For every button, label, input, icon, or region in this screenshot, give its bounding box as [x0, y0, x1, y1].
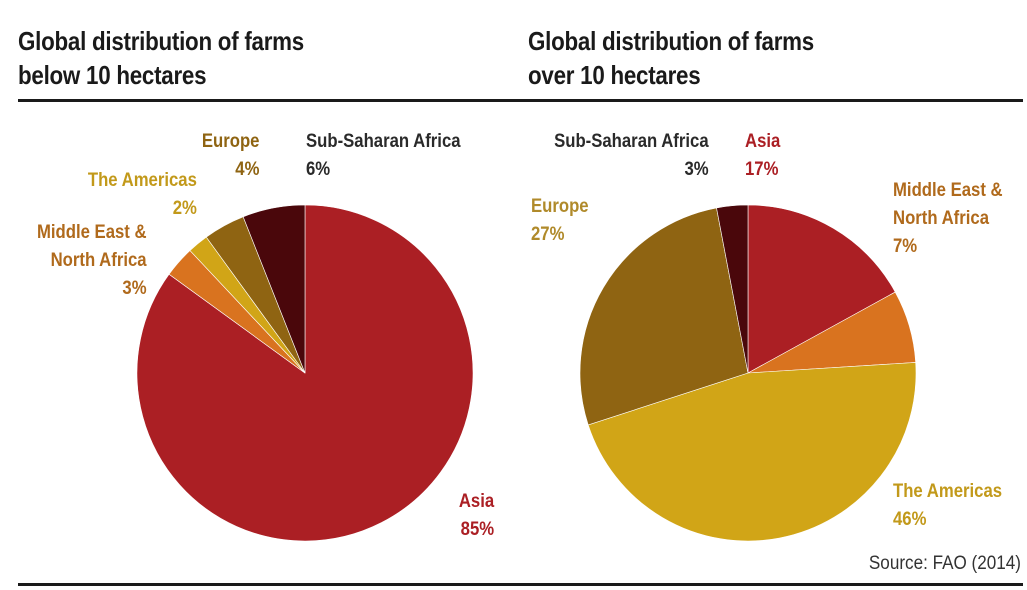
left-label-europe-name: Europe — [201, 131, 259, 152]
right-label-the-americas: The Americas 46% — [893, 478, 1002, 534]
right-label-middle-east-name-2: North Africa — [893, 208, 990, 229]
left-pie-chart — [136, 204, 474, 542]
left-slice-sub-saharan-africa — [242, 204, 306, 374]
left-label-asia-name: Asia — [458, 491, 494, 512]
right-label-sub-saharan-africa: Sub-Saharan Africa 3% — [554, 128, 709, 184]
source-note: Source: FAO (2014) — [868, 553, 1021, 574]
left-chart-title: Global distribution of farms below 10 he… — [18, 24, 439, 92]
left-label-middle-east-value: 3% — [122, 278, 147, 299]
right-label-europe-name: Europe — [531, 196, 589, 217]
left-label-europe-value: 4% — [234, 159, 259, 180]
left-label-sub-saharan-africa-name: Sub-Saharan Africa — [306, 131, 461, 152]
right-label-sub-saharan-africa-name: Sub-Saharan Africa — [554, 131, 709, 152]
right-label-europe-value: 27% — [531, 224, 565, 245]
left-label-middle-east-name-1: Middle East & — [37, 222, 147, 243]
right-label-the-americas-value: 46% — [893, 509, 927, 530]
right-chart-title: Global distribution of farms over 10 hec… — [528, 24, 954, 92]
right-pie-chart — [579, 204, 917, 542]
right-slice-the-americas — [587, 362, 917, 542]
right-chart-title-line-1: Global distribution of farms — [528, 26, 814, 56]
top-divider — [18, 99, 1023, 102]
left-chart-title-line-1: Global distribution of farms — [18, 26, 304, 56]
right-label-middle-east-value: 7% — [893, 236, 918, 257]
left-label-europe: Europe 4% — [201, 128, 259, 184]
left-chart-panel: Global distribution of farms below 10 he… — [18, 0, 508, 92]
right-chart-panel: Global distribution of farms over 10 hec… — [528, 0, 1023, 92]
right-slice-europe — [579, 207, 749, 426]
right-label-europe: Europe 27% — [531, 193, 589, 249]
right-label-asia-value: 17% — [745, 159, 779, 180]
right-chart-title-line-2: over 10 hectares — [528, 60, 701, 90]
right-label-the-americas-name: The Americas — [893, 481, 1003, 502]
left-label-the-americas: The Americas 2% — [88, 167, 197, 223]
bottom-divider — [18, 583, 1023, 586]
right-label-sub-saharan-africa-value: 3% — [684, 159, 709, 180]
right-label-asia-name: Asia — [745, 131, 781, 152]
left-label-asia: Asia 85% — [459, 488, 494, 544]
right-label-middle-east-name-1: Middle East & — [893, 180, 1003, 201]
left-slice-asia — [136, 204, 474, 542]
left-label-the-americas-value: 2% — [172, 198, 197, 219]
left-label-asia-value: 85% — [460, 519, 494, 540]
right-label-asia: Asia 17% — [745, 128, 780, 184]
right-slice-sub-saharan-africa — [716, 204, 749, 374]
left-label-sub-saharan-africa: Sub-Saharan Africa 6% — [306, 128, 461, 184]
left-label-middle-east-north-africa: Middle East & North Africa 3% — [37, 219, 147, 303]
left-chart-title-line-2: below 10 hectares — [18, 60, 207, 90]
right-slice-asia — [747, 204, 896, 374]
left-label-the-americas-name: The Americas — [87, 170, 197, 191]
right-label-middle-east-north-africa: Middle East & North Africa 7% — [893, 177, 1003, 261]
left-label-middle-east-name-2: North Africa — [50, 250, 147, 271]
left-label-sub-saharan-africa-value: 6% — [306, 159, 331, 180]
